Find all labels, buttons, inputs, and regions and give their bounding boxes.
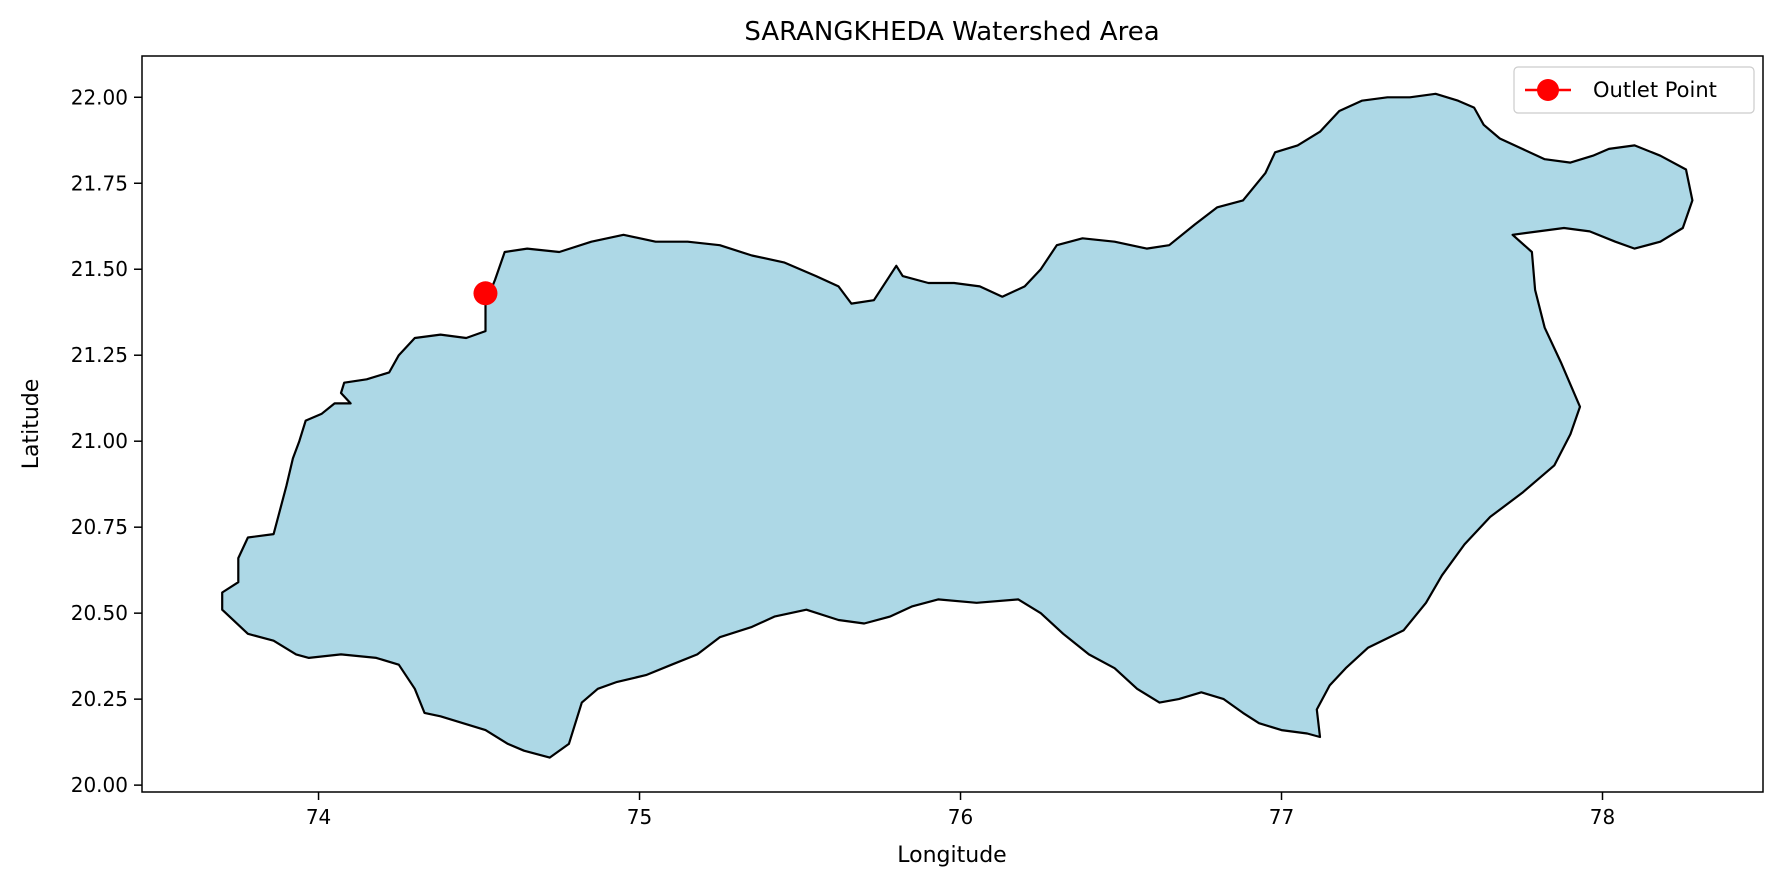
watershed-polygon (221, 92, 1694, 759)
y-tick-label: 21.00 (71, 429, 128, 453)
y-tick-label: 21.75 (71, 171, 128, 195)
y-tick-label: 21.50 (71, 257, 128, 281)
x-tick-label: 75 (627, 805, 652, 829)
outlet-point-marker (473, 281, 498, 306)
plot-area (221, 92, 1694, 759)
legend-marker-swatch (1537, 79, 1559, 101)
x-tick-label: 78 (1590, 805, 1615, 829)
y-axis-ticks: 20.00 20.25 20.50 20.75 21.00 21.25 21.50 21.75… (71, 85, 142, 797)
y-axis-label: Latitude (19, 379, 44, 470)
axes-frame (141, 55, 1764, 793)
y-tick-label: 20.00 (71, 773, 128, 797)
legend-label-outlet-point: Outlet Point (1593, 78, 1717, 102)
legend-box (1513, 66, 1755, 114)
y-tick-label: 20.25 (71, 687, 128, 711)
legend: Outlet Point (1513, 66, 1755, 114)
y-tick-label: 21.25 (71, 343, 128, 367)
x-axis-ticks: 74 75 76 77 78 (306, 792, 1615, 829)
x-tick-label: 76 (948, 805, 973, 829)
x-tick-label: 74 (306, 805, 331, 829)
x-tick-label: 77 (1269, 805, 1294, 829)
y-tick-label: 20.75 (71, 515, 128, 539)
x-axis-label: Longitude (897, 843, 1006, 868)
chart-title: SARANGKHEDA Watershed Area (744, 17, 1159, 47)
y-tick-label: 22.00 (71, 85, 128, 109)
y-tick-label: 20.50 (71, 601, 128, 625)
